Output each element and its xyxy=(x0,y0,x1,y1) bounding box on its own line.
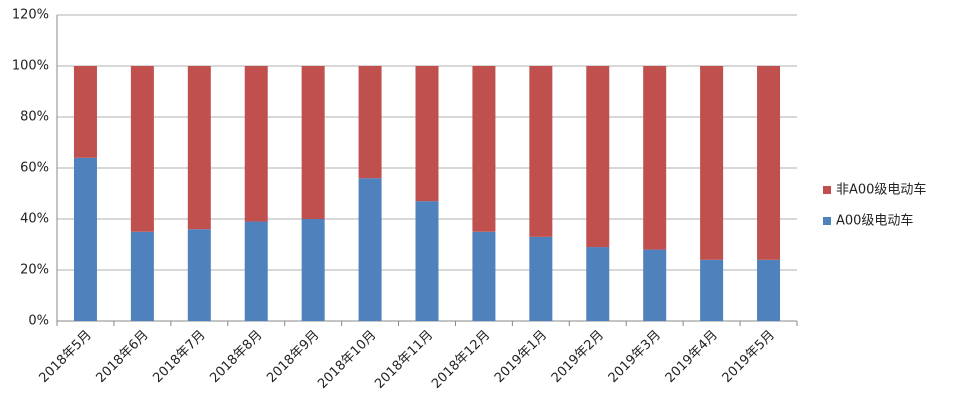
y-tick-label: 0% xyxy=(28,314,49,329)
x-tick-label: 2018年9月 xyxy=(264,328,322,386)
bar-segment xyxy=(73,157,97,321)
legend-label: 非A00级电动车 xyxy=(836,182,926,198)
legend-label: A00级电动车 xyxy=(836,213,913,229)
bar-segment xyxy=(700,66,724,260)
bar-segment xyxy=(301,66,325,219)
y-tick-label: 60% xyxy=(20,161,49,176)
bar-segment xyxy=(187,66,211,230)
x-tick-label: 2018年7月 xyxy=(150,328,208,386)
bar-segment xyxy=(700,259,724,321)
legend-swatch xyxy=(823,217,831,225)
x-tick-label: 2018年12月 xyxy=(429,328,493,392)
x-tick-label: 2018年6月 xyxy=(93,328,151,386)
y-tick-label: 80% xyxy=(20,110,49,125)
bar-segment xyxy=(130,231,154,321)
bar-segment xyxy=(130,66,154,232)
bar-segment xyxy=(529,236,553,321)
bar-segment xyxy=(586,247,610,321)
y-tick-label: 20% xyxy=(20,263,49,278)
bar-segment xyxy=(472,66,496,232)
bar-segment xyxy=(187,229,211,321)
y-tick-label: 40% xyxy=(20,212,49,227)
bar-segment xyxy=(301,219,325,321)
bar-segment xyxy=(73,66,97,158)
legend-swatch xyxy=(823,186,831,194)
bar-segment xyxy=(415,66,439,202)
x-tick-label: 2018年11月 xyxy=(372,328,436,392)
y-tick-label: 100% xyxy=(12,59,49,74)
bar-segment xyxy=(529,66,553,237)
bar-segment xyxy=(244,66,268,222)
x-tick-label: 2019年1月 xyxy=(492,328,550,386)
x-tick-label: 2018年5月 xyxy=(37,328,95,386)
y-tick-label: 120% xyxy=(12,8,49,23)
bar-segment xyxy=(757,66,781,260)
x-tick-label: 2019年3月 xyxy=(606,328,664,386)
x-tick-label: 2019年5月 xyxy=(720,328,778,386)
x-tick-label: 2018年8月 xyxy=(207,328,265,386)
bar-segment xyxy=(643,249,667,321)
bar-segment xyxy=(358,66,382,179)
bar-segment xyxy=(358,178,382,321)
bar-segment xyxy=(472,231,496,321)
bar-segment xyxy=(643,66,667,250)
bar-segment xyxy=(586,66,610,248)
bar-segment xyxy=(415,201,439,321)
bar-segment xyxy=(244,221,268,321)
x-tick-label: 2019年2月 xyxy=(549,328,607,386)
bar-segment xyxy=(757,259,781,321)
x-tick-label: 2019年4月 xyxy=(663,328,721,386)
x-tick-label: 2018年10月 xyxy=(315,328,379,392)
